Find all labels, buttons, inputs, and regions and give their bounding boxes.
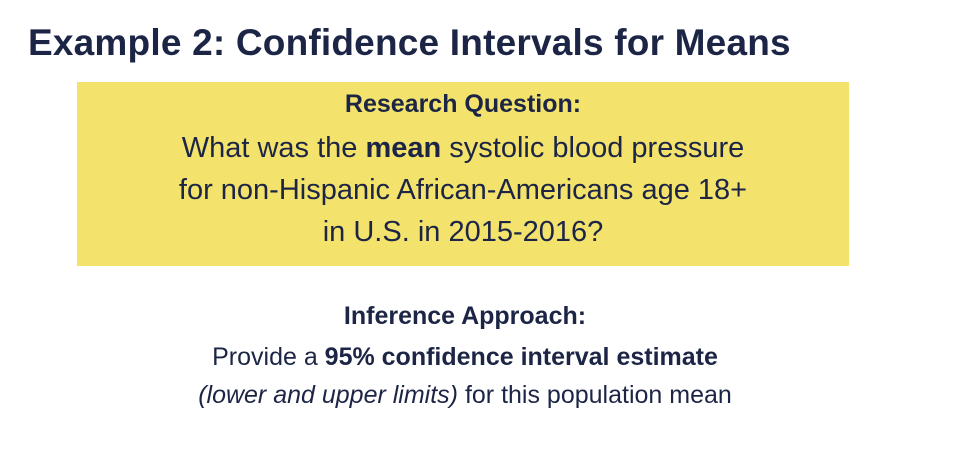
slide-title: Example 2: Confidence Intervals for Mean… xyxy=(28,22,791,63)
inference-emphasis-ci: 95% confidence interval estimate xyxy=(324,343,718,371)
question-line-1-suffix: systolic blood pressure xyxy=(441,132,745,164)
research-question-line-2: for non-Hispanic African-Americans age 1… xyxy=(178,174,748,206)
research-question-line-3: in U.S. in 2015-2016? xyxy=(322,216,604,248)
research-question-line-1: What was the mean systolic blood pressur… xyxy=(77,132,849,165)
inference-limits-note: (lower and upper limits) xyxy=(198,381,459,409)
question-emphasis-mean: mean xyxy=(365,132,442,164)
inference-line-1-prefix: Provide a xyxy=(212,343,325,371)
inference-approach-heading: Inference Approach: xyxy=(343,302,587,330)
question-line-1-prefix: What was the xyxy=(181,132,366,164)
inference-approach-line-2: (lower and upper limits) for this popula… xyxy=(0,381,930,410)
research-question-box: Research Question: What was the mean sys… xyxy=(77,82,849,266)
inference-approach-line-1: Provide a 95% confidence interval estima… xyxy=(0,343,930,372)
inference-line-2-suffix: for this population mean xyxy=(458,381,732,409)
research-question-heading: Research Question: xyxy=(344,90,582,118)
